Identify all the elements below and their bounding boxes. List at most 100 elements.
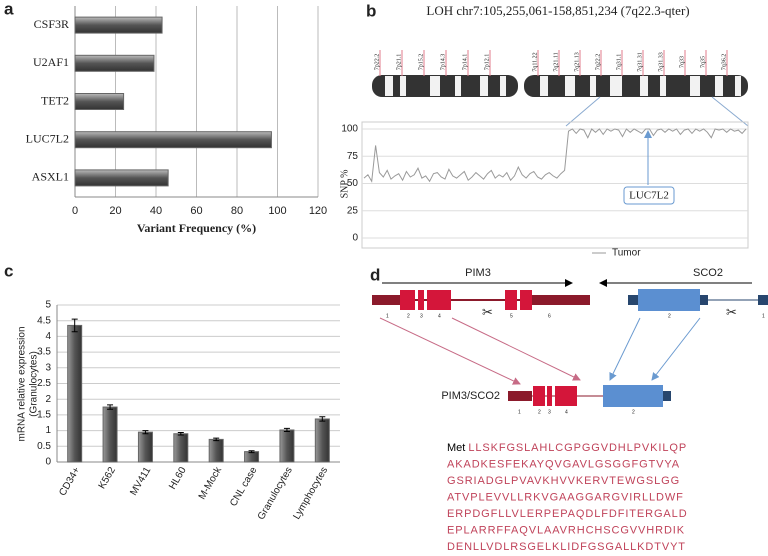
x-tick-label: 0 [72, 205, 78, 217]
annotation: LUC7L2 [629, 190, 669, 202]
error-bar [107, 404, 114, 410]
plot-frame [361, 121, 749, 249]
chromosome-band [400, 76, 406, 96]
sequence-line: EPLARRFFAQVLAAVRHCHSCGVVHRDIK [447, 524, 685, 536]
chromosome-band [500, 76, 506, 96]
bar [314, 418, 330, 463]
error-bar [283, 427, 290, 433]
exon-number: 1 [386, 313, 389, 319]
sequence-line: AKADKESFEKAYQVGAVLGSGGFGTVYA [447, 458, 680, 470]
panel-label: b [366, 1, 376, 20]
sequence-line: DENLLVDLRSGELKLIDFGSGALLKDTVYT [447, 541, 686, 553]
y-tick-label: 75 [347, 151, 359, 162]
zoom-line [565, 96, 601, 127]
x-tick-label: Lymphocytes [291, 465, 330, 521]
exon-number: 1 [762, 313, 765, 319]
zoom-line [711, 96, 749, 127]
y-tick-label: 1.5 [37, 410, 51, 421]
band-label: 7q36.2 [721, 54, 727, 71]
x-axis-title: Variant Frequency (%) [137, 221, 256, 235]
band-label: 7q11.22 [532, 52, 538, 71]
sequence-line: Met LLSKFGSLAHLCGPGGVDHLPVKILQP [447, 442, 687, 454]
x-tick-label: CD34+ [57, 465, 82, 498]
bar [102, 406, 118, 463]
x-tick-label: CNL case [228, 465, 260, 509]
bar [279, 429, 295, 463]
exon-number: 4 [438, 313, 441, 319]
error-bar [177, 431, 184, 436]
x-tick-label: 80 [231, 205, 243, 217]
y-tick-label: ASXL1 [32, 170, 69, 184]
y-tick-label: 100 [341, 124, 358, 135]
exon-number: 5 [510, 313, 513, 319]
y-tick-label: CSF3R [34, 17, 69, 31]
data-line [363, 128, 747, 183]
band-label: 7p14.1 [462, 54, 468, 71]
y-tick-label: 25 [347, 205, 359, 216]
y-tick-label: 50 [347, 178, 359, 189]
x-tick-label: HL60 [167, 465, 189, 492]
x-tick-label: 60 [190, 205, 202, 217]
band-label: 7q35 [700, 56, 706, 68]
chromosome-band [385, 76, 393, 96]
y-tick-label: 0 [45, 457, 51, 468]
exon-number: 4 [565, 409, 568, 415]
legend-label: Tumor [612, 248, 641, 259]
bar [74, 16, 163, 34]
bar [74, 169, 169, 187]
x-tick-label: Granulocytes [256, 465, 295, 522]
x-tick-label: MV411 [128, 465, 153, 498]
chromosome-band [735, 76, 741, 96]
chromosome-band [455, 76, 461, 96]
panel-label: d [370, 265, 380, 284]
bar [244, 451, 260, 463]
band-label: 7q33 [679, 56, 685, 68]
band-label: 7p22.2 [374, 54, 380, 71]
svg-text:✂: ✂ [482, 304, 493, 319]
y-tick-label: TET2 [41, 93, 69, 107]
band-label: 7p12.1 [484, 54, 490, 71]
y-tick-label: 4 [45, 331, 51, 342]
chart-title: LOH chr7:105,255,061-158,851,234 (7q22.3… [426, 3, 689, 18]
y-axis-title: mRNA relative expression [17, 326, 28, 441]
exon-number: 2 [407, 313, 410, 319]
bar [137, 431, 153, 463]
band-label: 7p21.1 [396, 54, 402, 71]
band-label: 7p14.3 [440, 54, 446, 71]
y-tick-label: U2AF1 [33, 55, 69, 69]
y-tick-label: 5 [45, 300, 51, 311]
exon-number: 1 [518, 409, 521, 415]
sequence-start: Met [447, 442, 465, 454]
chromosome-p [372, 75, 518, 97]
gene-label: PIM3 [465, 267, 491, 279]
chromosome-band [640, 76, 648, 96]
band-label: 7q22.2 [595, 54, 601, 71]
chromosome-band [540, 76, 548, 96]
bar [74, 131, 272, 149]
chromosome-band [480, 76, 488, 96]
panel-label: c [4, 261, 13, 280]
exon-number: 3 [420, 313, 423, 319]
exon-number: 2 [632, 409, 635, 415]
chromosome-band [610, 76, 622, 96]
y-tick-label: 0.5 [37, 441, 51, 452]
band-label: 7q21.11 [553, 52, 559, 71]
band-label: 7q31.1 [616, 54, 622, 71]
y-tick-label: 4.5 [37, 315, 51, 326]
chromosome-band [690, 76, 700, 96]
y-tick-label: 0 [352, 233, 358, 244]
band-label: 7q31.33 [658, 52, 664, 72]
error-bar [319, 416, 326, 422]
error-bar [71, 318, 78, 333]
exon-number: 2 [668, 313, 671, 319]
chromosome-band [715, 76, 723, 96]
x-tick-label: 120 [309, 205, 327, 217]
y-tick-label: 1 [45, 425, 51, 436]
chromosome-q [524, 75, 748, 97]
exon-number: 3 [548, 409, 551, 415]
bar [67, 324, 83, 463]
gene-label: SCO2 [693, 267, 723, 279]
y-axis-title: (Granulocytes) [29, 351, 40, 417]
error-bar [142, 430, 149, 435]
sequence-line: GSRIADGLPVAVKHVVKERVTEWGSLGG [447, 475, 680, 487]
